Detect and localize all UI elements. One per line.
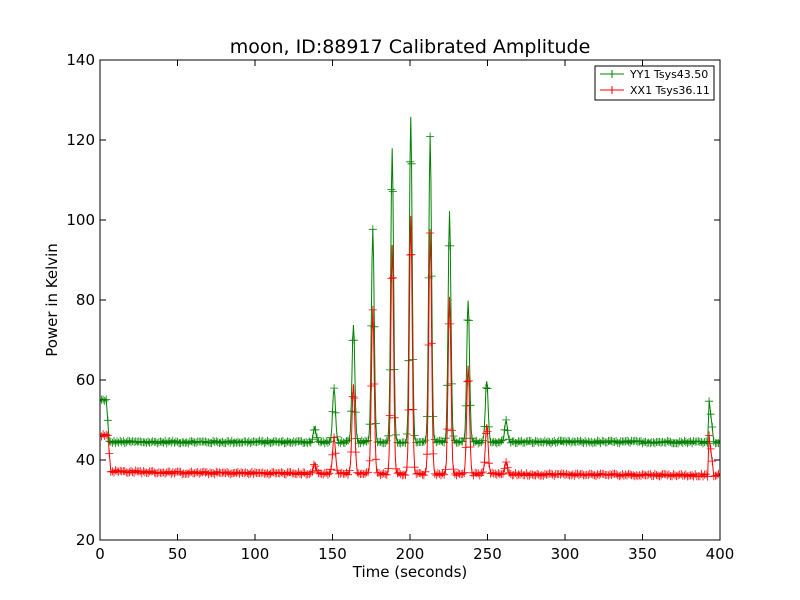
x-axis: 0 50 100 150 200 250 300 350 400 — [95, 60, 734, 563]
x-tick-label: 100 — [241, 545, 270, 563]
legend-marker-yy1-icon — [608, 70, 616, 78]
x-tick-label: 0 — [95, 545, 105, 563]
x-tick-label: 350 — [628, 545, 657, 563]
y-tick-label: 80 — [76, 291, 95, 309]
x-tick-label: 250 — [473, 545, 502, 563]
legend: YY1 Tsys43.50 XX1 Tsys36.11 — [594, 65, 715, 101]
series-markers-xx1 — [100, 229, 720, 481]
y-tick-label: 40 — [76, 451, 95, 469]
x-axis-label: Time (seconds) — [352, 563, 468, 581]
x-tick-label: 300 — [551, 545, 580, 563]
x-tick-label: 150 — [318, 545, 347, 563]
chart-title: moon, ID:88917 Calibrated Amplitude — [230, 36, 591, 58]
y-tick-label: 140 — [66, 51, 95, 69]
y-tick-label: 100 — [66, 211, 95, 229]
x-tick-label: 200 — [396, 545, 425, 563]
plot-area — [100, 116, 720, 481]
legend-label-yy1: YY1 Tsys43.50 — [629, 68, 708, 81]
x-tick-label: 400 — [706, 545, 735, 563]
series-layer — [100, 116, 720, 481]
y-axis-label: Power in Kelvin — [43, 243, 61, 357]
y-tick-label: 60 — [76, 371, 95, 389]
x-tick-label: 50 — [168, 545, 187, 563]
legend-box — [594, 65, 715, 101]
y-tick-label: 20 — [76, 531, 95, 549]
y-tick-label: 120 — [66, 131, 95, 149]
y-axis: 20 40 60 80 100 120 140 — [66, 51, 720, 549]
legend-label-xx1: XX1 Tsys36.11 — [630, 84, 710, 97]
series-markers-yy1 — [100, 132, 720, 448]
legend-marker-xx1-icon — [608, 86, 616, 94]
